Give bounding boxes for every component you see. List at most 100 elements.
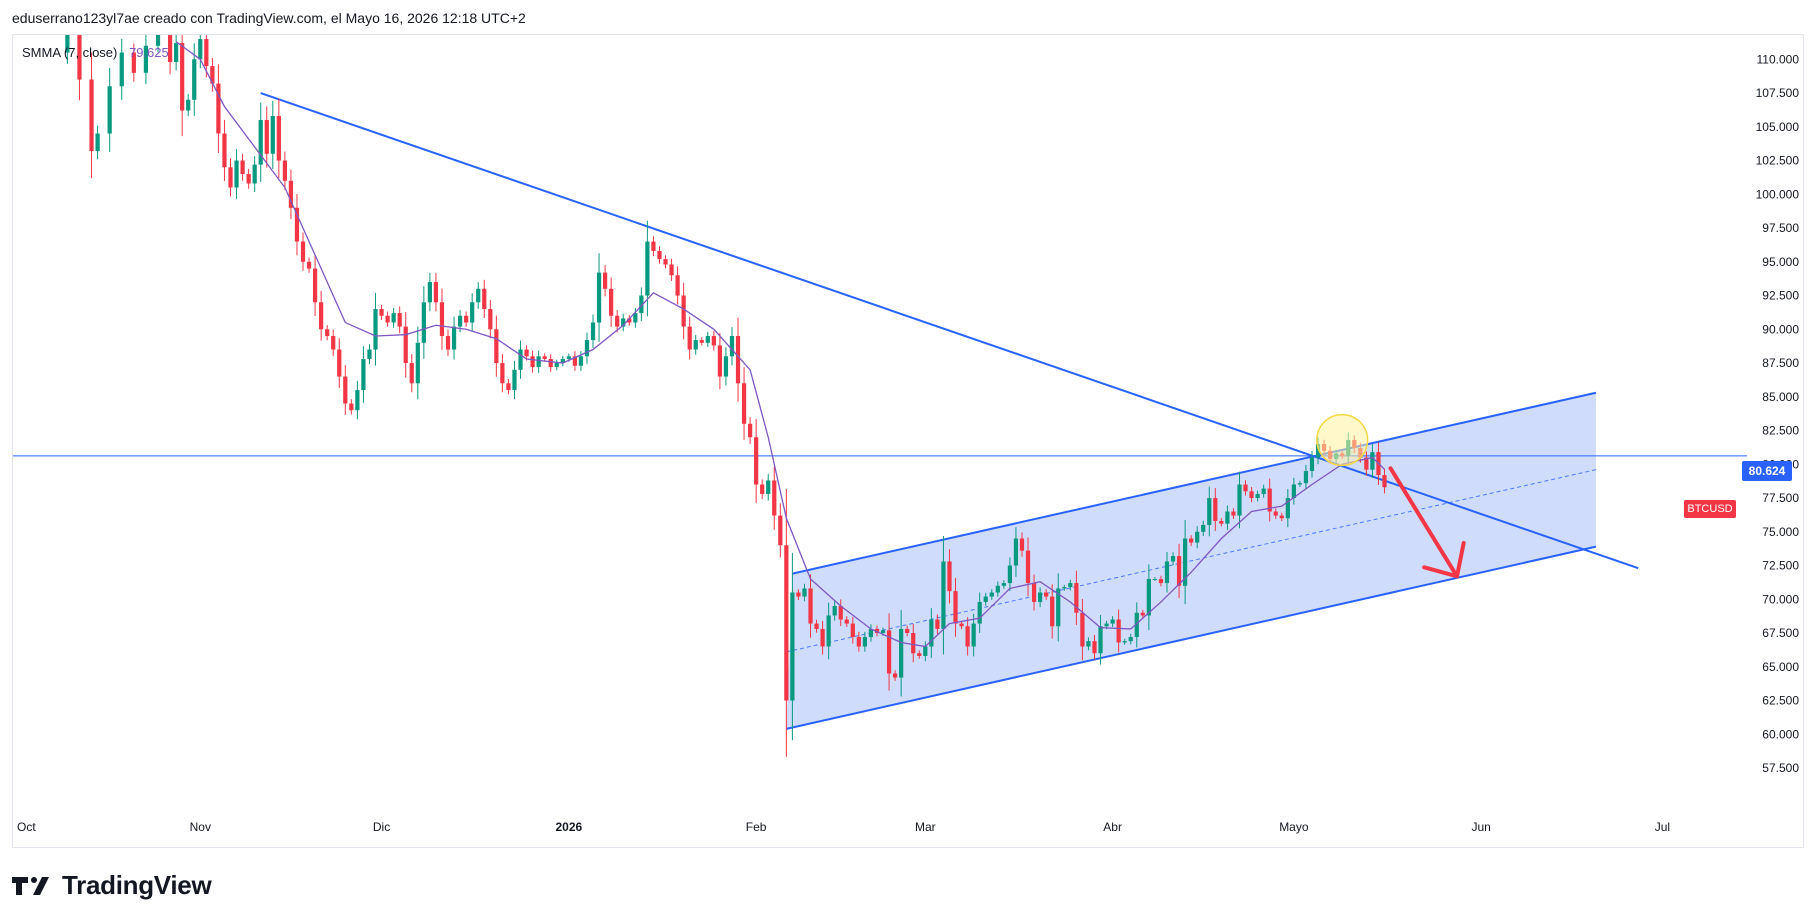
candle[interactable] bbox=[796, 589, 801, 600]
candle[interactable] bbox=[838, 599, 843, 627]
arrow-shaft[interactable] bbox=[1388, 466, 1459, 579]
channel-lower-line[interactable] bbox=[786, 545, 1597, 730]
candle[interactable] bbox=[270, 100, 275, 169]
candle[interactable] bbox=[89, 52, 94, 179]
candle[interactable] bbox=[723, 347, 729, 386]
candle[interactable] bbox=[1080, 599, 1085, 661]
candle[interactable] bbox=[1092, 634, 1097, 660]
candle[interactable] bbox=[741, 367, 747, 440]
candle[interactable] bbox=[596, 253, 602, 342]
candle[interactable] bbox=[482, 279, 487, 319]
candle[interactable] bbox=[1189, 535, 1194, 546]
candle[interactable] bbox=[1219, 518, 1224, 527]
candle[interactable] bbox=[1225, 505, 1230, 530]
candle[interactable] bbox=[1116, 609, 1121, 653]
candle[interactable] bbox=[1056, 573, 1061, 642]
candle[interactable] bbox=[1279, 512, 1284, 522]
candle[interactable] bbox=[663, 255, 668, 269]
candle[interactable] bbox=[397, 306, 402, 334]
candle[interactable] bbox=[1044, 589, 1049, 600]
candle[interactable] bbox=[367, 344, 372, 365]
candle[interactable] bbox=[784, 489, 789, 757]
candle[interactable] bbox=[409, 354, 414, 393]
candle[interactable] bbox=[1001, 580, 1006, 589]
candle[interactable] bbox=[639, 287, 644, 322]
candle[interactable] bbox=[1122, 638, 1127, 645]
candle[interactable] bbox=[953, 577, 958, 637]
candle[interactable] bbox=[929, 608, 934, 658]
candle[interactable] bbox=[693, 334, 698, 355]
candle[interactable] bbox=[1249, 487, 1254, 503]
candle[interactable] bbox=[778, 503, 783, 558]
candle[interactable] bbox=[711, 330, 716, 351]
candle[interactable] bbox=[1182, 520, 1188, 605]
candle[interactable] bbox=[1207, 486, 1212, 537]
candle[interactable] bbox=[1285, 489, 1290, 528]
candle[interactable] bbox=[609, 277, 614, 328]
candle[interactable] bbox=[427, 273, 432, 312]
candle[interactable] bbox=[95, 125, 100, 160]
candle[interactable] bbox=[143, 35, 149, 85]
candle[interactable] bbox=[264, 106, 269, 168]
candle[interactable] bbox=[300, 232, 306, 271]
candle[interactable] bbox=[131, 43, 136, 82]
candle[interactable] bbox=[65, 35, 70, 64]
candle[interactable] bbox=[385, 311, 390, 327]
candle[interactable] bbox=[107, 67, 112, 152]
candle[interactable] bbox=[971, 613, 976, 657]
candle[interactable] bbox=[651, 236, 656, 257]
candle[interactable] bbox=[524, 345, 529, 361]
candle[interactable] bbox=[167, 35, 173, 75]
candle[interactable] bbox=[1364, 451, 1369, 476]
candle[interactable] bbox=[687, 316, 692, 360]
candle[interactable] bbox=[1013, 527, 1019, 577]
candle[interactable] bbox=[470, 293, 475, 332]
candle[interactable] bbox=[560, 355, 565, 367]
candle[interactable] bbox=[747, 417, 753, 444]
candle[interactable] bbox=[1273, 508, 1278, 519]
candle[interactable] bbox=[627, 315, 632, 326]
candle[interactable] bbox=[717, 332, 723, 390]
highlight-circle[interactable] bbox=[1316, 413, 1369, 467]
candle[interactable] bbox=[802, 583, 807, 602]
candle[interactable] bbox=[282, 151, 287, 190]
candle[interactable] bbox=[790, 552, 795, 741]
candle[interactable] bbox=[331, 329, 336, 357]
candle[interactable] bbox=[1110, 616, 1115, 627]
candle[interactable] bbox=[228, 158, 233, 197]
candle[interactable] bbox=[735, 317, 741, 402]
candle[interactable] bbox=[826, 602, 831, 660]
candle[interactable] bbox=[1201, 520, 1206, 537]
candle[interactable] bbox=[439, 288, 445, 350]
candle[interactable] bbox=[1303, 464, 1309, 490]
candle[interactable] bbox=[590, 314, 596, 349]
candle[interactable] bbox=[494, 315, 499, 377]
candle[interactable] bbox=[995, 581, 1000, 597]
candle[interactable] bbox=[917, 650, 922, 659]
candle[interactable] bbox=[325, 325, 330, 341]
candle[interactable] bbox=[306, 257, 312, 273]
candle[interactable] bbox=[892, 670, 898, 681]
candle[interactable] bbox=[464, 311, 469, 327]
candle[interactable] bbox=[850, 616, 855, 644]
candle[interactable] bbox=[1297, 480, 1303, 487]
candle[interactable] bbox=[276, 98, 281, 179]
candle[interactable] bbox=[1134, 602, 1139, 648]
candle[interactable] bbox=[856, 631, 861, 652]
candle[interactable] bbox=[1213, 488, 1218, 531]
candle[interactable] bbox=[1146, 564, 1151, 631]
candle[interactable] bbox=[186, 94, 191, 117]
candle[interactable] bbox=[1267, 478, 1272, 522]
candle[interactable] bbox=[1019, 532, 1025, 557]
candle[interactable] bbox=[1098, 614, 1103, 665]
candle[interactable] bbox=[1086, 637, 1091, 651]
candle[interactable] bbox=[1237, 471, 1242, 529]
candle[interactable] bbox=[1170, 552, 1176, 566]
candle[interactable] bbox=[240, 153, 245, 181]
candle[interactable] bbox=[899, 610, 904, 697]
candle[interactable] bbox=[633, 307, 638, 328]
candle[interactable] bbox=[373, 292, 378, 366]
candle[interactable] bbox=[935, 614, 940, 635]
candle[interactable] bbox=[965, 617, 970, 656]
candle[interactable] bbox=[1062, 584, 1067, 591]
